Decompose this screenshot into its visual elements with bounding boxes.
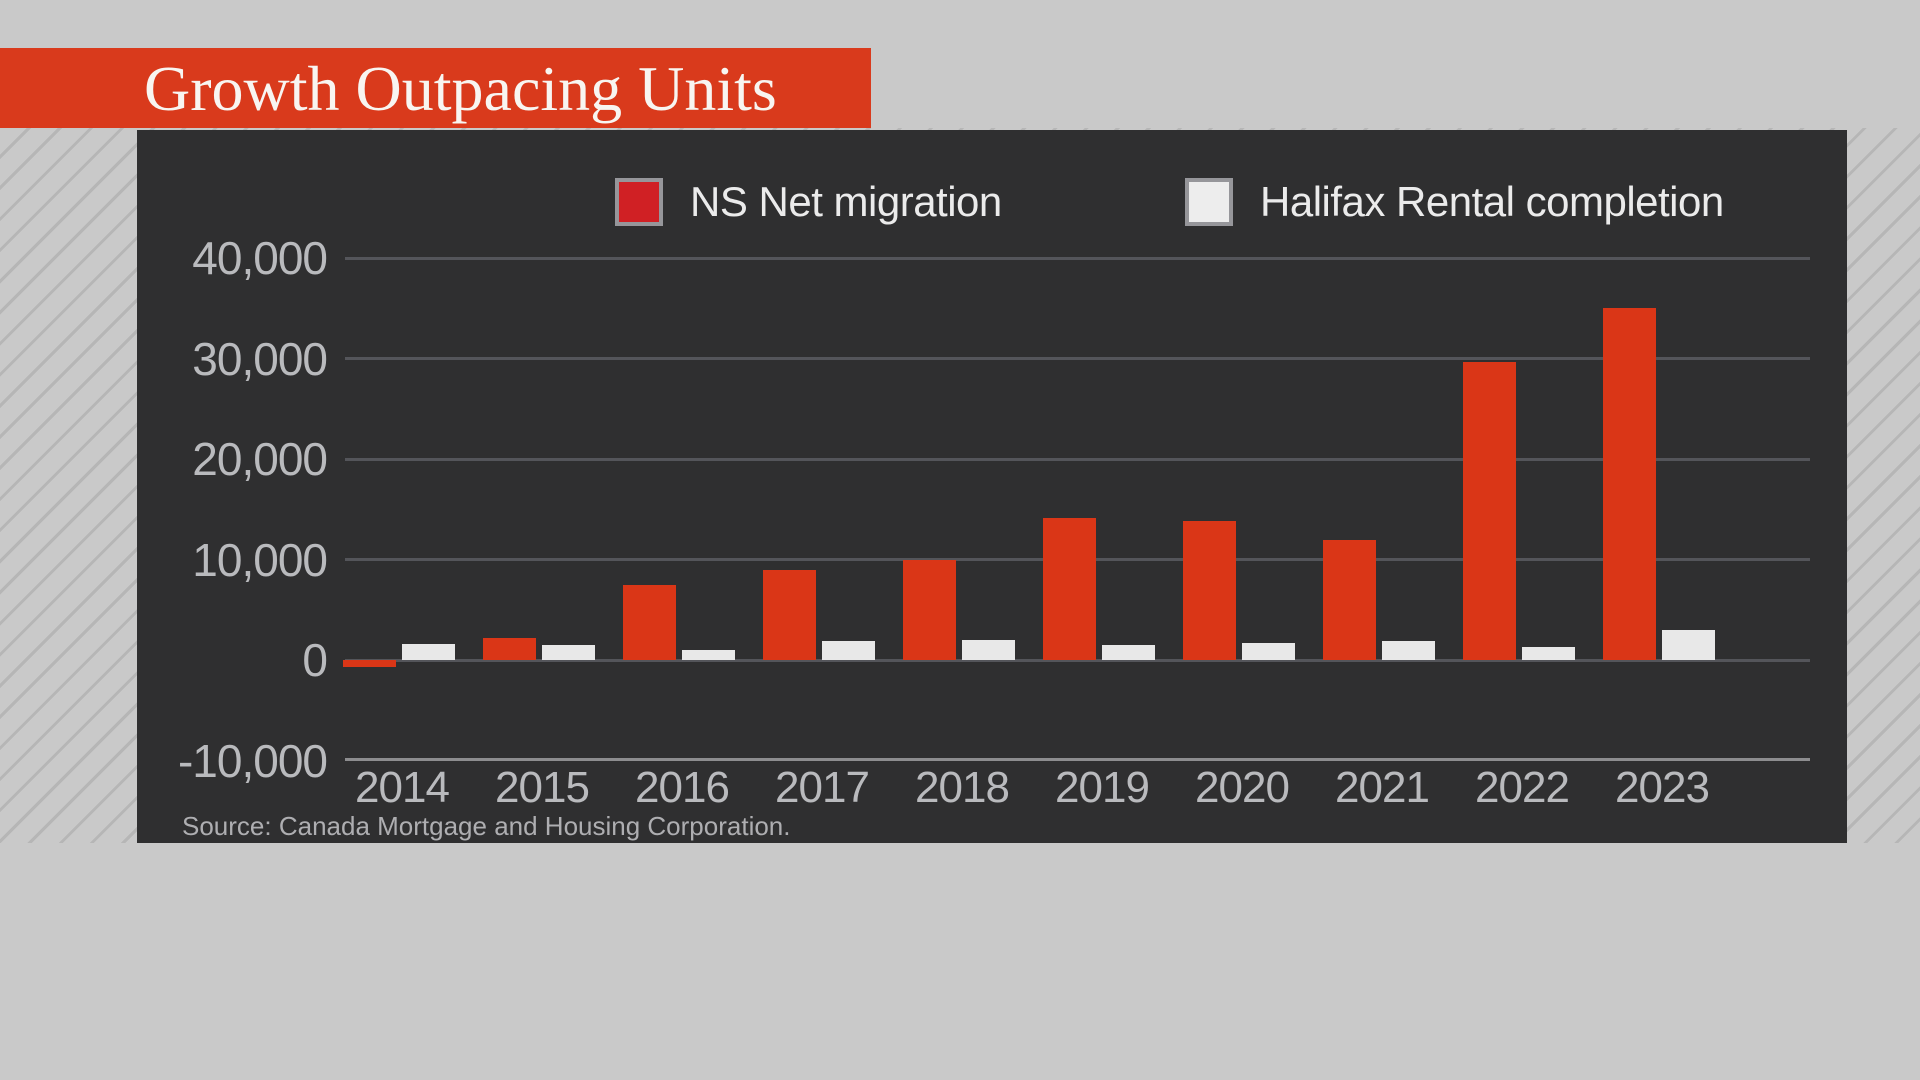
slide-title: Growth Outpacing Units — [144, 53, 777, 124]
x-tick-label-2020: 2020 — [1195, 763, 1290, 812]
bar-ns-net-migration-2022 — [1463, 361, 1516, 661]
bar-ns-net-migration-2020 — [1183, 520, 1236, 661]
x-tick-label-2019: 2019 — [1055, 763, 1150, 812]
legend-label: NS Net migration — [690, 178, 1002, 225]
gridline--10000 — [345, 758, 1810, 761]
chart-panel: NS Net migration Halifax Rental completi… — [137, 130, 1847, 843]
y-tick-label-10000: 10,000 — [192, 533, 328, 586]
bar-halifax-rental-completion-2017 — [822, 641, 875, 661]
bar-halifax-rental-completion-2019 — [1102, 645, 1155, 661]
x-tick-label-2021: 2021 — [1335, 763, 1430, 812]
bar-halifax-rental-completion-2016 — [682, 650, 735, 661]
bar-halifax-rental-completion-2014 — [402, 644, 455, 661]
x-tick-label-2018: 2018 — [915, 763, 1010, 812]
y-tick-label-40000: 40,000 — [192, 232, 328, 284]
x-tick-label-2016: 2016 — [635, 763, 730, 812]
bar-ns-net-migration-2019 — [1043, 517, 1096, 661]
y-tick-label--10000: -10,000 — [177, 735, 328, 787]
bar-ns-net-migration-2016 — [623, 584, 676, 661]
x-tick-label-2017: 2017 — [775, 763, 870, 812]
bar-halifax-rental-completion-2023 — [1662, 630, 1715, 661]
title-banner: Growth Outpacing Units — [0, 48, 871, 128]
bar-ns-net-migration-2014 — [343, 660, 396, 668]
bar-ns-net-migration-2021 — [1323, 539, 1376, 661]
plot-area — [343, 256, 1810, 761]
x-tick-label-2015: 2015 — [495, 763, 590, 812]
bar-ns-net-migration-2023 — [1603, 308, 1656, 661]
gridline-30000 — [345, 357, 1810, 361]
bar-ns-net-migration-2017 — [763, 569, 816, 661]
bar-halifax-rental-completion-2020 — [1242, 643, 1295, 661]
source-note: Source: Canada Mortgage and Housing Corp… — [182, 811, 791, 841]
bar-ns-net-migration-2015 — [483, 638, 536, 661]
y-tick-label-0: 0 — [302, 634, 328, 687]
x-tick-label-2023: 2023 — [1615, 763, 1710, 812]
x-tick-label-2014: 2014 — [355, 763, 450, 812]
bar-halifax-rental-completion-2018 — [962, 640, 1015, 661]
legend-swatch-white — [1185, 178, 1233, 226]
legend-label: Halifax Rental completion — [1260, 178, 1724, 225]
y-tick-label-20000: 20,000 — [192, 433, 328, 486]
gridline-20000 — [345, 457, 1810, 461]
legend-item-halifax-rental-completion: Halifax Rental completion — [1185, 178, 1724, 226]
x-tick-label-2022: 2022 — [1475, 763, 1570, 812]
y-tick-label-30000: 30,000 — [192, 332, 328, 385]
legend-swatch-red — [615, 178, 663, 226]
legend-item-ns-net-migration: NS Net migration — [615, 178, 1002, 226]
bar-halifax-rental-completion-2022 — [1522, 647, 1575, 661]
bar-halifax-rental-completion-2021 — [1382, 641, 1435, 661]
bar-ns-net-migration-2018 — [903, 559, 956, 661]
bar-halifax-rental-completion-2015 — [542, 645, 595, 661]
gridline-40000 — [345, 256, 1810, 260]
gridline-0 — [345, 658, 1810, 662]
